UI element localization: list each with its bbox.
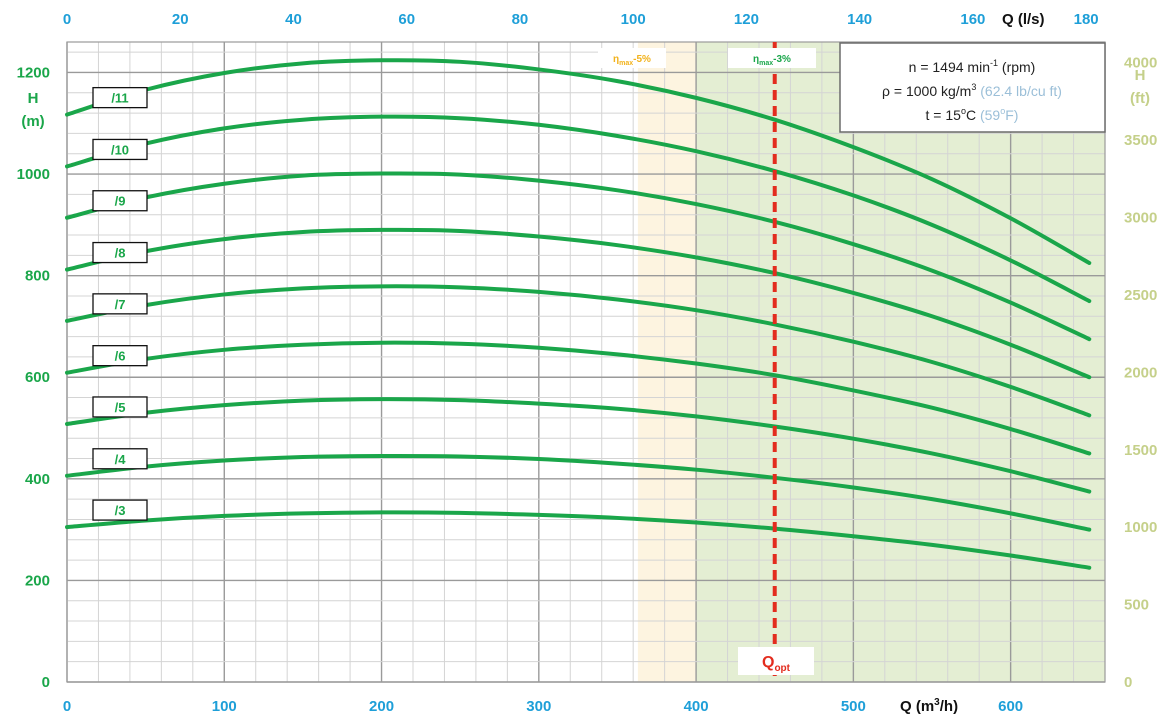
x2-tick-label: 40 <box>285 11 302 28</box>
zone-label-3: ηmax-3% <box>728 48 816 68</box>
x2-tick-label: 120 <box>734 11 759 28</box>
y2-tick-label: 1500 <box>1124 442 1157 459</box>
y-tick-label: 0 <box>42 674 50 691</box>
curve-label-box <box>92 190 148 212</box>
info-density: ρ = 1000 kg/m3 (62.4 lb/cu ft) <box>882 82 1062 99</box>
curve-label-9: /9 <box>115 194 126 209</box>
y2-axis-title-unit: (ft) <box>1130 90 1150 107</box>
curve-10 <box>65 114 1092 304</box>
x-tick-label: 600 <box>998 698 1023 715</box>
svg-text:ηmax-3%: ηmax-3% <box>753 54 791 67</box>
y2-tick-label: 2000 <box>1124 364 1157 381</box>
curve-9 <box>65 171 1092 342</box>
curve-label-box <box>92 345 148 367</box>
curve-5 <box>65 397 1092 494</box>
y-tick-label: 800 <box>25 268 50 285</box>
y-tick-label: 1000 <box>17 166 50 183</box>
curve-label-5: /5 <box>115 400 126 415</box>
curve-label-10: /10 <box>111 142 129 157</box>
curve-label-box <box>92 138 148 161</box>
x-tick-label: 300 <box>526 698 551 715</box>
y2-tick-label: 3500 <box>1124 132 1157 149</box>
curve-6 <box>65 340 1092 456</box>
curve-label-4: /4 <box>115 452 127 467</box>
x-axis-title: Q (m3/h) <box>900 697 958 715</box>
curve-label-box <box>92 448 148 470</box>
curve-label-box <box>92 86 148 109</box>
y2-tick-label: 4000 <box>1124 55 1157 72</box>
curve-label-7: /7 <box>115 297 126 312</box>
y2-tick-label: 3000 <box>1124 210 1157 227</box>
x2-tick-label: 140 <box>847 11 872 28</box>
info-temperature: t = 15oC (59oF) <box>926 106 1019 123</box>
x2-axis-title: Q (l/s) <box>1002 11 1045 28</box>
x-tick-label: 200 <box>369 698 394 715</box>
x2-tick-label: 160 <box>960 11 985 28</box>
curve-8 <box>65 227 1092 380</box>
y2-tick-label: 2500 <box>1124 287 1157 304</box>
curve-7 <box>65 284 1092 418</box>
curve-4 <box>65 453 1092 532</box>
x2-tick-label: 60 <box>398 11 415 28</box>
head-curves <box>65 58 1092 570</box>
svg-text:ηmax-5%: ηmax-5% <box>613 54 651 67</box>
x2-tick-label: 100 <box>621 11 646 28</box>
info-speed: n = 1494 min-1 (rpm) <box>909 58 1036 75</box>
y-tick-label: 400 <box>25 471 50 488</box>
curve-labels: /3/4/5/6/7/8/9/10/11 <box>92 86 148 521</box>
curve-label-box <box>92 293 148 315</box>
svg-text:Qopt: Qopt <box>762 654 791 674</box>
x2-tick-label: 20 <box>172 11 189 28</box>
y-tick-label: 1200 <box>17 64 50 81</box>
y2-tick-label: 1000 <box>1124 519 1157 536</box>
zone-label-5: ηmax-5% <box>598 48 666 68</box>
efficiency-zone-1 <box>696 42 1105 682</box>
curve-label-8: /8 <box>115 246 126 261</box>
y2-tick-label: 500 <box>1124 597 1149 614</box>
y2-axis-title-h: H <box>1135 67 1146 84</box>
curve-11 <box>65 58 1092 265</box>
plot-border <box>66 41 1106 683</box>
y-tick-label: 600 <box>25 369 50 386</box>
x2-tick-label: 180 <box>1074 11 1099 28</box>
y-tick-label: 200 <box>25 572 50 589</box>
curve-label-box <box>92 396 148 418</box>
x2-tick-label: 0 <box>63 11 71 28</box>
curve-label-11: /11 <box>111 91 128 106</box>
y-axis-title-unit: (m) <box>21 113 44 130</box>
x-tick-label: 0 <box>63 698 71 715</box>
curve-label-6: /6 <box>115 349 126 364</box>
curve-3 <box>65 510 1092 570</box>
curve-label-box <box>92 499 148 521</box>
curve-label-3: /3 <box>115 503 126 518</box>
y2-tick-label: 0 <box>1124 674 1132 691</box>
x-tick-label: 500 <box>841 698 866 715</box>
efficiency-zones <box>637 42 1105 682</box>
q-opt-label: Qopt <box>738 647 814 675</box>
x2-tick-label: 80 <box>512 11 529 28</box>
info-box: n = 1494 min-1 (rpm) ρ = 1000 kg/m3 (62.… <box>839 42 1106 133</box>
x-tick-label: 100 <box>212 698 237 715</box>
curve-label-box <box>92 241 148 264</box>
x-tick-label: 400 <box>684 698 709 715</box>
y-axis-title-h: H <box>28 90 39 107</box>
